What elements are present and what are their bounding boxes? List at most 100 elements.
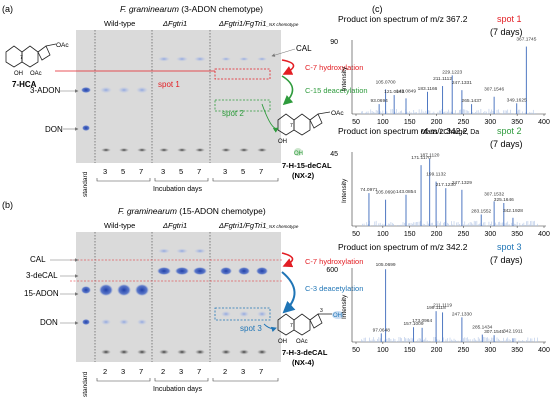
x-tick-label: 150 (404, 347, 416, 354)
wt-spot (119, 319, 129, 325)
compound-nx2-line1: 7-H-15-deCAL (282, 161, 332, 170)
hca-oac-top: OAc (56, 42, 69, 49)
peak-label: 187.1120 (420, 153, 440, 159)
ring (21, 45, 39, 68)
cal-spot (158, 248, 170, 254)
origin-spot (195, 349, 205, 355)
compound-nx2-line2: (NX-2) (292, 171, 315, 180)
wt-spot (100, 86, 112, 94)
c7-arrow-b (281, 252, 294, 268)
structure-nx2 (277, 111, 331, 136)
hca-seven: 7 (20, 55, 23, 61)
band-label-3decal: 3-deCAL (26, 271, 58, 280)
peak-label: 217.1230 (436, 182, 456, 188)
peak-label: 105.0700 (376, 79, 396, 85)
band-arrow-cal (271, 48, 296, 57)
spectra-group: Product ion spectrum of m/z 367.2 spot 1 (… (326, 14, 550, 354)
nx4-oh: OH (333, 313, 342, 319)
wt-spot (118, 86, 130, 94)
std-spot-don (82, 319, 90, 325)
spectrum-3: Product ion spectrum of m/z 342.2 spot 3 (… (326, 242, 550, 354)
std-spot-15adon (81, 286, 91, 294)
peak-label: 342.1928 (503, 208, 523, 214)
origin-spot (159, 349, 169, 355)
day-label: 3 (241, 367, 245, 376)
x-tick-label: 100 (377, 119, 389, 126)
peak-label: 247.1329 (452, 180, 472, 186)
axis-label-b: Incubation days (153, 386, 203, 393)
peak-label: 211.1112 (433, 76, 452, 82)
cal-spot (176, 248, 188, 254)
nx4-oh-left: OH (278, 339, 287, 345)
spot1-label: spot 1 (158, 80, 180, 89)
c7-label: C-7 hydroxylation (305, 63, 363, 72)
spectrum-title: Product ion spectrum of m/z 342.2 (338, 126, 468, 136)
peak-label: 211.1119 (433, 302, 452, 308)
x-tick-label: 400 (538, 231, 550, 238)
peak-label: 265.1437 (462, 98, 482, 104)
x-tick-label: 250 (458, 231, 470, 238)
day-label: 2 (223, 367, 227, 376)
wt-spot (117, 284, 131, 296)
band-label-cal: CAL (296, 44, 312, 53)
origin-spot (221, 148, 231, 152)
peak-label: 183.1166 (418, 86, 438, 92)
origin-spot (119, 349, 129, 355)
y-max-tick: 90 (330, 39, 338, 46)
band-label-don: DON (45, 125, 63, 134)
peak-label: 121.0648 (384, 89, 404, 95)
spot1-box (214, 68, 271, 80)
x-axis-label: Mass / Charge, Da (421, 129, 479, 136)
x-tick-label: 150 (404, 119, 416, 126)
col-label-fgtri1: ΔFgtri1 (162, 221, 187, 230)
peak-label: 349.1625 (507, 97, 527, 103)
panel-b: (b) F. graminearum (15-ADON chemotype) W… (2, 200, 363, 397)
origin-spot (137, 349, 147, 355)
spectrum-title: Product ion spectrum of m/z 367.2 (338, 14, 468, 24)
spot2-to-structure-arrow (261, 103, 279, 133)
spectrum-spot-label: spot 1 (497, 14, 522, 24)
cal-spot (158, 56, 170, 62)
spot3 (257, 311, 267, 317)
oh-highlight (332, 311, 344, 319)
col-label-complemented: ΔFgtri1/FgTri1_NX chemotype (218, 19, 299, 28)
peak-label: 342.1911 (503, 328, 523, 334)
day-label: 3 (103, 167, 107, 176)
wt-spot (101, 319, 111, 325)
compound-7hca: 7-HCA (12, 80, 37, 89)
band-label-3adon: 3-ADON (30, 86, 60, 95)
hca-oh: OH (14, 71, 23, 77)
c7-arrow (281, 59, 295, 75)
origin-spot (159, 148, 169, 152)
peak-label: 74.0971 (360, 187, 378, 193)
c3-arrow (281, 271, 296, 314)
cal-spot (194, 248, 206, 254)
day-label: 7 (197, 167, 201, 176)
peak-label: 247.1330 (452, 311, 472, 317)
panel-b-label: (b) (2, 200, 13, 210)
peak-label: 143.0854 (396, 189, 416, 195)
nx2-oac: OAc (331, 110, 344, 117)
x-tick-label: 50 (352, 347, 360, 354)
panel-b-title: F. graminearum (15-ADON chemotype) (118, 206, 266, 216)
x-tick-label: 100 (377, 347, 389, 354)
origin-spot (257, 349, 267, 355)
panel-c-label: (c) (372, 4, 383, 14)
day-label: 7 (139, 367, 143, 376)
col-label-complemented: ΔFgtri1/FgTri1_NX chemotype (218, 221, 299, 230)
origin-spot (177, 148, 187, 152)
hca-oac: OAc (30, 71, 42, 77)
compound-nx4-line1: 7-H-3-deCAL (282, 348, 328, 357)
spectrum-spot-label: spot 2 (497, 126, 522, 136)
wt-spot (137, 319, 147, 325)
peak-label: 199.1132 (426, 172, 446, 178)
x-tick-label: 50 (352, 231, 360, 238)
spot3 (221, 311, 231, 317)
nx2-seven: 7 (290, 123, 293, 129)
day-brackets (96, 178, 279, 182)
day-label: 3 (161, 167, 165, 176)
day-labels-b: 2 3 7 2 3 7 2 3 7 (103, 367, 263, 376)
structure-nx4 (277, 313, 332, 336)
panel-a-title-rest: (3-ADON chemotype) (179, 4, 263, 14)
band-label-cal: CAL (30, 255, 46, 264)
